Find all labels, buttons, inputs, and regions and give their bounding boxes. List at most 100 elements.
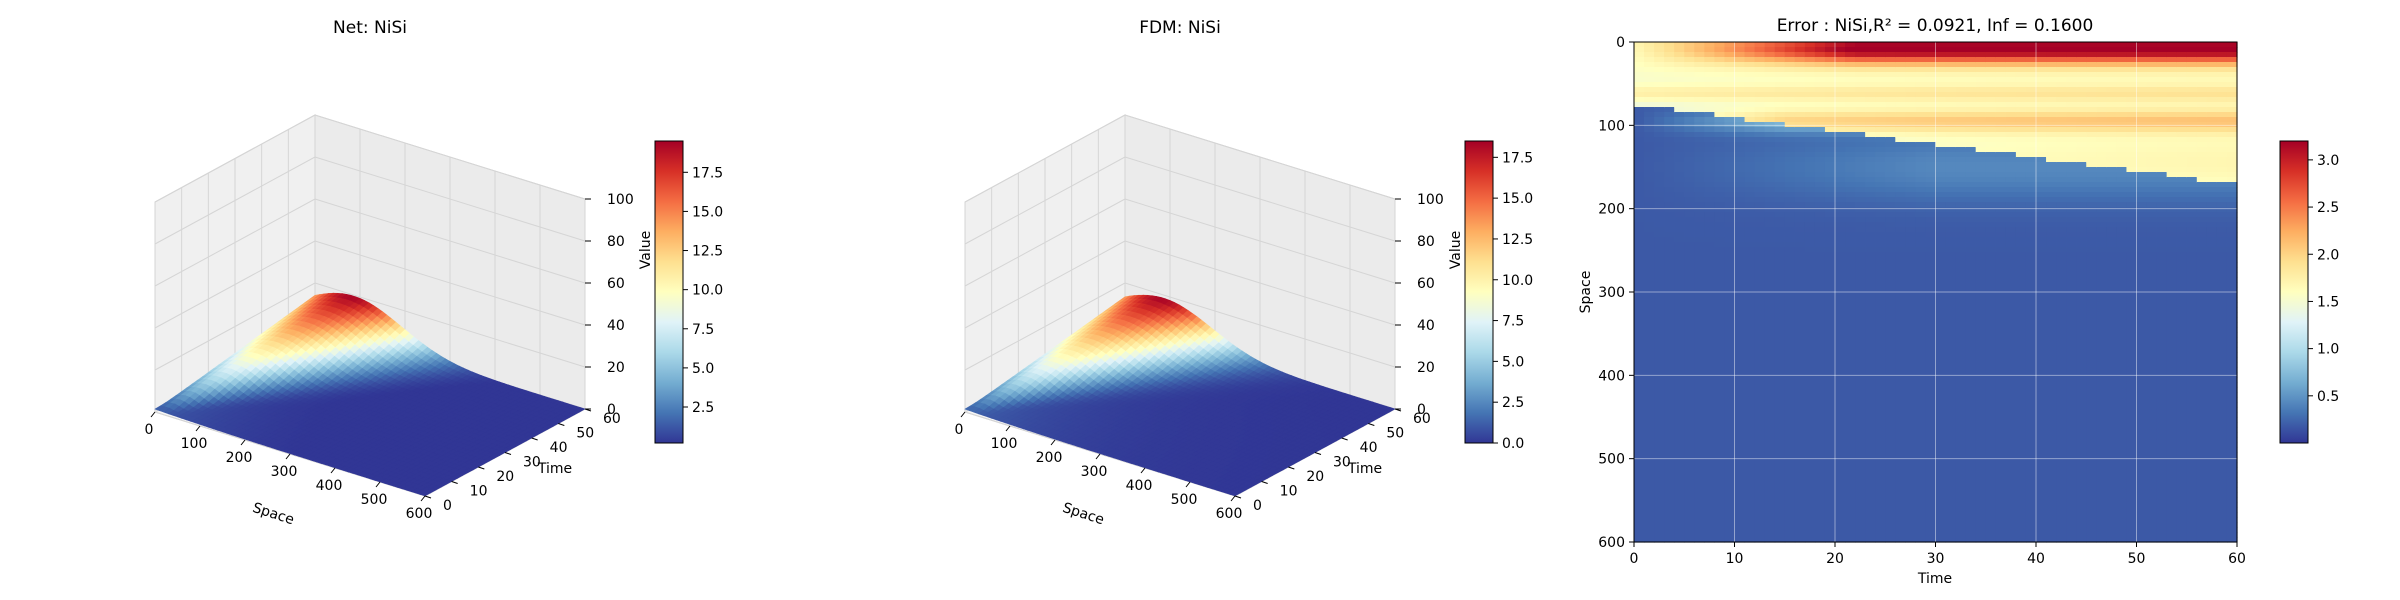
- heatmap-cell: [1734, 237, 1746, 243]
- heatmap-cell: [1754, 217, 1766, 223]
- heatmap-cell: [1744, 237, 1756, 243]
- heatmap-cell: [1724, 277, 1736, 283]
- heatmap-cell: [1664, 267, 1675, 273]
- heatmap-cell: [1694, 92, 1705, 98]
- heatmap-cell: [1714, 317, 1726, 323]
- heatmap-cell: [1664, 122, 1675, 128]
- heatmap-cell: [1644, 362, 1655, 368]
- heatmap-cell: [1704, 117, 1715, 123]
- heatmap-cell: [1694, 452, 1705, 458]
- heatmap-cell: [1744, 307, 1756, 313]
- heatmap-cell: [1754, 277, 1766, 283]
- heatmap-cell: [1664, 117, 1675, 123]
- heatmap-cell: [1724, 57, 1736, 63]
- heatmap-cell: [1664, 327, 1675, 333]
- heatmap-cell: [1674, 432, 1685, 438]
- heatmap-cell: [1634, 322, 1645, 328]
- heatmap-cell: [1664, 72, 1675, 78]
- heatmap-cell: [1654, 412, 1665, 418]
- heatmap-cell: [1694, 327, 1705, 333]
- heatmap-cell: [1664, 352, 1675, 358]
- heatmap-cell: [1634, 212, 1645, 218]
- heatmap-cell: [1644, 227, 1655, 233]
- heatmap-cell: [1704, 322, 1715, 328]
- heatmap-cell: [1654, 367, 1665, 373]
- heatmap-cell: [1644, 427, 1655, 433]
- heatmap-cell: [1634, 462, 1645, 468]
- heatmap-cell: [1694, 527, 1705, 533]
- heatmap-cell: [1684, 77, 1695, 83]
- heatmap-cell: [1694, 422, 1705, 428]
- heatmap-cell: [1644, 142, 1655, 148]
- heatmap-cell: [1674, 487, 1685, 493]
- heatmap-cell: [1664, 292, 1675, 298]
- heatmap-cell: [1654, 57, 1665, 63]
- heatmap-cell: [1724, 462, 1736, 468]
- heatmap-cell: [1634, 252, 1645, 258]
- heatmap-cell: [1674, 222, 1685, 228]
- heatmap-cell: [1714, 82, 1726, 88]
- heatmap-cell: [1654, 447, 1665, 453]
- z-tick-label: 60: [607, 276, 625, 292]
- heatmap-cell: [1754, 257, 1766, 263]
- colorbar-tick-label: 15.0: [1502, 191, 1533, 207]
- heatmap-cell: [1664, 302, 1675, 308]
- heatmap-cell: [1734, 487, 1746, 493]
- heatmap-cell: [1654, 347, 1665, 353]
- heatmap-cell: [1634, 367, 1645, 373]
- heatmap-cell: [1644, 372, 1655, 378]
- heatmap-cell: [1704, 412, 1715, 418]
- heatmap-cell: [1654, 232, 1665, 238]
- heatmap-cell: [1634, 137, 1645, 143]
- heatmap-cell: [1734, 482, 1746, 488]
- heatmap-cell: [1694, 532, 1705, 538]
- heatmap-cell: [1684, 402, 1695, 408]
- heatmap-cell: [1724, 492, 1736, 498]
- heatmap-cell: [1744, 442, 1756, 448]
- heatmap-cell: [1704, 317, 1715, 323]
- heatmap-cell: [1644, 267, 1655, 273]
- heatmap-cell: [1724, 317, 1736, 323]
- colorbar-tick-label: 10.0: [692, 283, 723, 299]
- heatmap-cell: [1664, 357, 1675, 363]
- heatmap-cell: [1684, 502, 1695, 508]
- heatmap-cell: [1634, 307, 1645, 313]
- chart-title-error: Error : NiSi,R² = 0.0921, Inf = 0.1600: [1777, 16, 2094, 36]
- heatmap-cell: [1734, 407, 1746, 413]
- heatmap-cell: [1664, 282, 1675, 288]
- heatmap-cell: [1744, 197, 1756, 203]
- heatmap-cell: [1714, 217, 1726, 223]
- heatmap-cell: [1734, 247, 1746, 253]
- heatmap-cell: [1654, 52, 1665, 58]
- heatmap-cell: [1724, 212, 1736, 218]
- heatmap-cell: [1684, 412, 1695, 418]
- heatmap-cell: [1724, 532, 1736, 538]
- heatmap-cell: [1644, 147, 1655, 153]
- heatmap-cell: [1704, 417, 1715, 423]
- heatmap-cell: [1654, 172, 1665, 178]
- heatmap-cell: [1634, 407, 1645, 413]
- heatmap-cell: [1744, 52, 1756, 58]
- heatmap-cell: [1734, 72, 1746, 78]
- heatmap-cell: [1734, 122, 1746, 128]
- heatmap-cell: [1744, 257, 1756, 263]
- heatmap-cell: [1744, 112, 1756, 118]
- heatmap-cell: [1654, 142, 1665, 148]
- heatmap-cell: [1634, 497, 1645, 503]
- heatmap-cell: [1694, 62, 1705, 68]
- heatmap-cell: [1704, 362, 1715, 368]
- heatmap-cell: [1744, 107, 1756, 113]
- colorbar-net: 2.55.07.510.012.515.017.5: [654, 140, 723, 444]
- heatmap-cell: [1684, 92, 1695, 98]
- heatmap-cell: [1714, 252, 1726, 258]
- heatmap-cell: [1654, 427, 1665, 433]
- heatmap-cell: [1644, 162, 1655, 168]
- heatmap-cell: [1734, 112, 1746, 118]
- heatmap-cell: [1654, 112, 1665, 118]
- heatmap-cell: [1644, 317, 1655, 323]
- heatmap-cell: [1734, 202, 1746, 208]
- heatmap-cell: [1664, 322, 1675, 328]
- heatmap-cell: [1644, 342, 1655, 348]
- heatmap-cell: [1704, 467, 1715, 473]
